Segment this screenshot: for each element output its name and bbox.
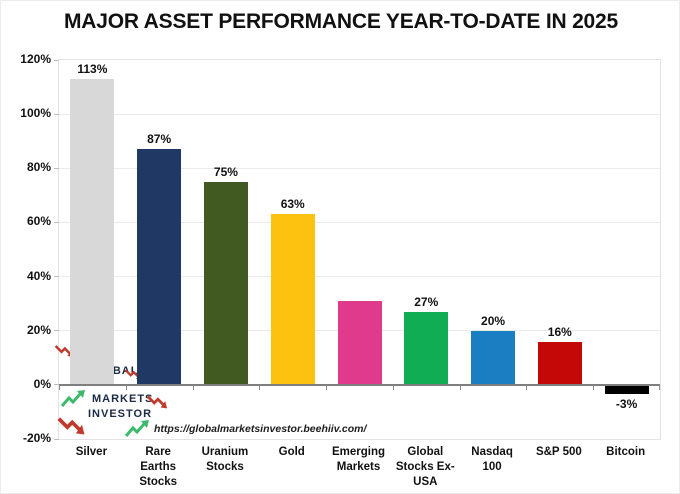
x-axis-category-label: Emerging Markets (331, 446, 386, 473)
x-axis-category-label: S&P 500 (535, 446, 582, 458)
bar-gold (270, 214, 315, 385)
x-axis-line (59, 383, 660, 386)
y-axis-tick (54, 438, 59, 440)
bar-global-stocks-ex-usa (404, 311, 449, 385)
x-axis-tick (125, 384, 127, 390)
bar-emerging-markets (337, 300, 382, 385)
y-axis-tick-label: -20% (22, 431, 51, 445)
y-axis-tick-label: 40% (26, 268, 51, 283)
x-axis-tick (526, 384, 528, 390)
gridline (59, 113, 660, 115)
bar-value-label: -3% (615, 396, 638, 411)
plot-area: 113% 87% 75% 63% 27% 20% 16% -3% (54, 59, 661, 440)
bar-value-label: 113% (77, 61, 108, 76)
y-axis-tick (54, 59, 59, 61)
bar-value-label: 27% (414, 294, 439, 309)
watermark-logo: GLOBAL MARKETS INVESTOR https://globalma… (54, 343, 367, 438)
watermark-url: https://globalmarketsinvestor.beehiiv.co… (154, 423, 367, 435)
uptrend-arrow-icon (60, 390, 85, 407)
x-axis-category-label: Gold (278, 446, 305, 458)
x-axis-category-label: Rare Earths Stocks (139, 446, 178, 488)
bar-bitcoin (604, 385, 649, 394)
bar-value-label: 63% (280, 197, 305, 212)
x-axis-tick (659, 384, 660, 390)
x-axis-category-label: Silver (75, 446, 108, 458)
bar-silver (70, 78, 115, 385)
y-axis-tick-label: 0% (33, 376, 51, 391)
gridline (59, 221, 660, 223)
bar-value-label: 87% (147, 132, 172, 147)
y-axis-tick-label: 120% (20, 52, 51, 66)
y-axis-tick (54, 330, 59, 332)
y-axis-tick-label: 60% (26, 214, 51, 229)
y-axis-tick (54, 276, 59, 278)
chart-title: MAJOR ASSET PERFORMANCE YEAR-TO-DATE IN … (63, 10, 618, 33)
bar-rare-earths-stocks (137, 149, 182, 385)
x-axis-tick (59, 384, 60, 390)
y-axis-tick (54, 113, 59, 115)
x-axis-tick (459, 384, 461, 390)
x-axis-labels: Silver Rare Earths Stocks Uranium Stocks Go… (58, 445, 659, 490)
y-axis-tick (54, 221, 59, 223)
y-axis-tick-label: 80% (26, 160, 51, 175)
gridline (59, 167, 660, 169)
uptrend-arrow-icon (124, 420, 149, 437)
bar-s-p-500 (537, 341, 582, 385)
downtrend-arrow-icon (146, 395, 168, 409)
y-axis-labels: 120% 100% 80% 60% 40% 20% 0% -20% (1, 52, 51, 445)
x-axis-category-label: Global Stocks Ex-USA (395, 446, 455, 488)
downtrend-arrow-icon (57, 417, 85, 435)
bar-value-label: 16% (547, 324, 572, 339)
bar-value-label: 75% (213, 164, 238, 179)
x-axis-category-label: Bitcoin (606, 446, 646, 458)
y-axis-tick-label: 100% (20, 106, 51, 121)
watermark-word-markets: MARKETS (92, 393, 154, 405)
bar-nasdaq-100 (471, 330, 516, 385)
y-axis-tick (54, 384, 59, 386)
y-axis-tick-label: 20% (26, 322, 51, 337)
x-axis-category-label: Nasdaq 100 (471, 446, 513, 473)
x-axis-tick (192, 384, 194, 390)
bar-value-label: 20% (481, 313, 506, 328)
x-axis-tick (259, 384, 261, 390)
gridline (59, 276, 660, 278)
y-axis-tick (54, 167, 59, 169)
x-axis-tick (326, 384, 328, 390)
x-axis-tick (593, 384, 595, 390)
bar-uranium-stocks (203, 181, 248, 385)
watermark-word-investor: INVESTOR (88, 408, 153, 420)
x-axis-category-label: Uranium Stocks (201, 446, 249, 473)
x-axis-tick (392, 384, 394, 390)
